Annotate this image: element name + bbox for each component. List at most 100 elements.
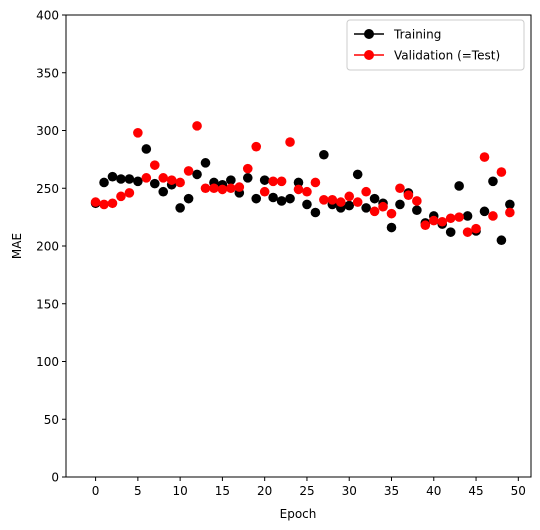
validation-point <box>395 183 405 194</box>
training-point <box>175 203 185 213</box>
training-point <box>454 181 464 191</box>
training-point <box>293 177 304 188</box>
y-tick-label: 400 <box>36 9 59 23</box>
validation-point <box>99 199 109 210</box>
training-point <box>99 177 109 188</box>
validation-point <box>234 182 245 192</box>
legend-training-label: Training <box>393 28 441 42</box>
training-point <box>412 205 422 215</box>
training-point <box>479 206 490 217</box>
training-point <box>386 222 397 233</box>
validation-point <box>259 186 270 197</box>
validation-point <box>479 152 490 162</box>
training-point <box>251 193 262 204</box>
validation-point <box>149 160 160 170</box>
training-point <box>116 174 126 184</box>
validation-point <box>505 207 515 218</box>
training-point <box>285 193 295 204</box>
training-point <box>302 199 312 210</box>
training-point <box>259 175 270 185</box>
validation-point <box>327 195 338 205</box>
x-tick-label: 10 <box>172 484 187 498</box>
validation-point <box>226 183 236 194</box>
validation-point <box>107 198 118 209</box>
validation-point <box>496 167 507 177</box>
validation-point <box>251 141 262 152</box>
validation-point <box>268 176 278 187</box>
legend-training-marker <box>364 29 374 39</box>
validation-point <box>445 213 456 224</box>
y-tick-label: 0 <box>51 471 59 485</box>
x-tick-label: 15 <box>215 484 230 498</box>
validation-point <box>183 166 194 176</box>
validation-point <box>471 223 481 234</box>
validation-point <box>285 137 295 147</box>
validation-point <box>344 191 355 202</box>
training-point <box>242 173 253 183</box>
y-axis: 0 50 100 150 200 250 300 350 400 <box>36 9 66 485</box>
training-point <box>133 176 143 187</box>
training-point <box>200 158 211 168</box>
validation-point <box>462 227 473 237</box>
training-point <box>107 171 118 182</box>
validation-point <box>454 212 464 222</box>
x-axis: 0 5 10 15 20 25 30 35 40 45 50 <box>92 477 526 498</box>
x-tick-label: 5 <box>134 484 142 498</box>
validation-point <box>133 128 143 138</box>
training-point <box>462 211 473 221</box>
y-axis-label: MAE <box>10 233 24 259</box>
training-point <box>344 200 355 211</box>
validation-point <box>158 173 169 183</box>
training-point <box>488 176 498 187</box>
validation-point <box>420 220 431 231</box>
training-point <box>505 199 515 210</box>
validation-point <box>90 197 101 207</box>
validation-point <box>428 215 439 226</box>
y-tick-label: 300 <box>36 124 59 138</box>
validation-point <box>412 196 422 206</box>
legend-box <box>346 19 525 71</box>
validation-point <box>378 201 388 212</box>
validation-point <box>293 184 304 195</box>
validation-point <box>352 197 363 207</box>
training-point <box>310 207 321 218</box>
training-point <box>319 149 329 160</box>
validation-point <box>335 197 346 207</box>
training-point <box>496 235 507 246</box>
training-point <box>395 199 405 210</box>
validation-point <box>361 186 371 197</box>
validation-point <box>166 175 177 185</box>
training-point <box>276 196 287 206</box>
data-points <box>90 121 515 246</box>
x-tick-label: 20 <box>257 484 272 498</box>
y-tick-label: 50 <box>44 413 59 427</box>
validation-point <box>302 186 312 197</box>
validation-point <box>209 183 219 194</box>
training-point <box>445 227 456 237</box>
validation-point <box>437 216 448 227</box>
training-point <box>124 174 135 184</box>
validation-point <box>242 163 253 174</box>
x-tick-label: 35 <box>384 484 399 498</box>
x-tick-label: 25 <box>299 484 314 498</box>
training-point <box>268 192 278 203</box>
y-tick-label: 150 <box>36 297 59 311</box>
training-point <box>141 144 152 154</box>
x-tick-label: 45 <box>468 484 483 498</box>
x-axis-label: Epoch <box>280 507 317 521</box>
training-point <box>369 193 380 204</box>
training-point <box>183 193 194 204</box>
validation-point <box>310 177 321 188</box>
legend: Training Validation (=Test) <box>346 19 525 71</box>
y-tick-label: 100 <box>36 355 59 369</box>
validation-point <box>175 177 185 188</box>
validation-point <box>192 121 202 131</box>
legend-validation-label: Validation (=Test) <box>394 49 500 63</box>
plot-background <box>66 15 531 477</box>
validation-point <box>403 190 414 200</box>
legend-validation-marker <box>364 50 374 60</box>
training-point <box>352 169 363 180</box>
validation-point <box>141 173 152 183</box>
training-point <box>149 178 160 189</box>
